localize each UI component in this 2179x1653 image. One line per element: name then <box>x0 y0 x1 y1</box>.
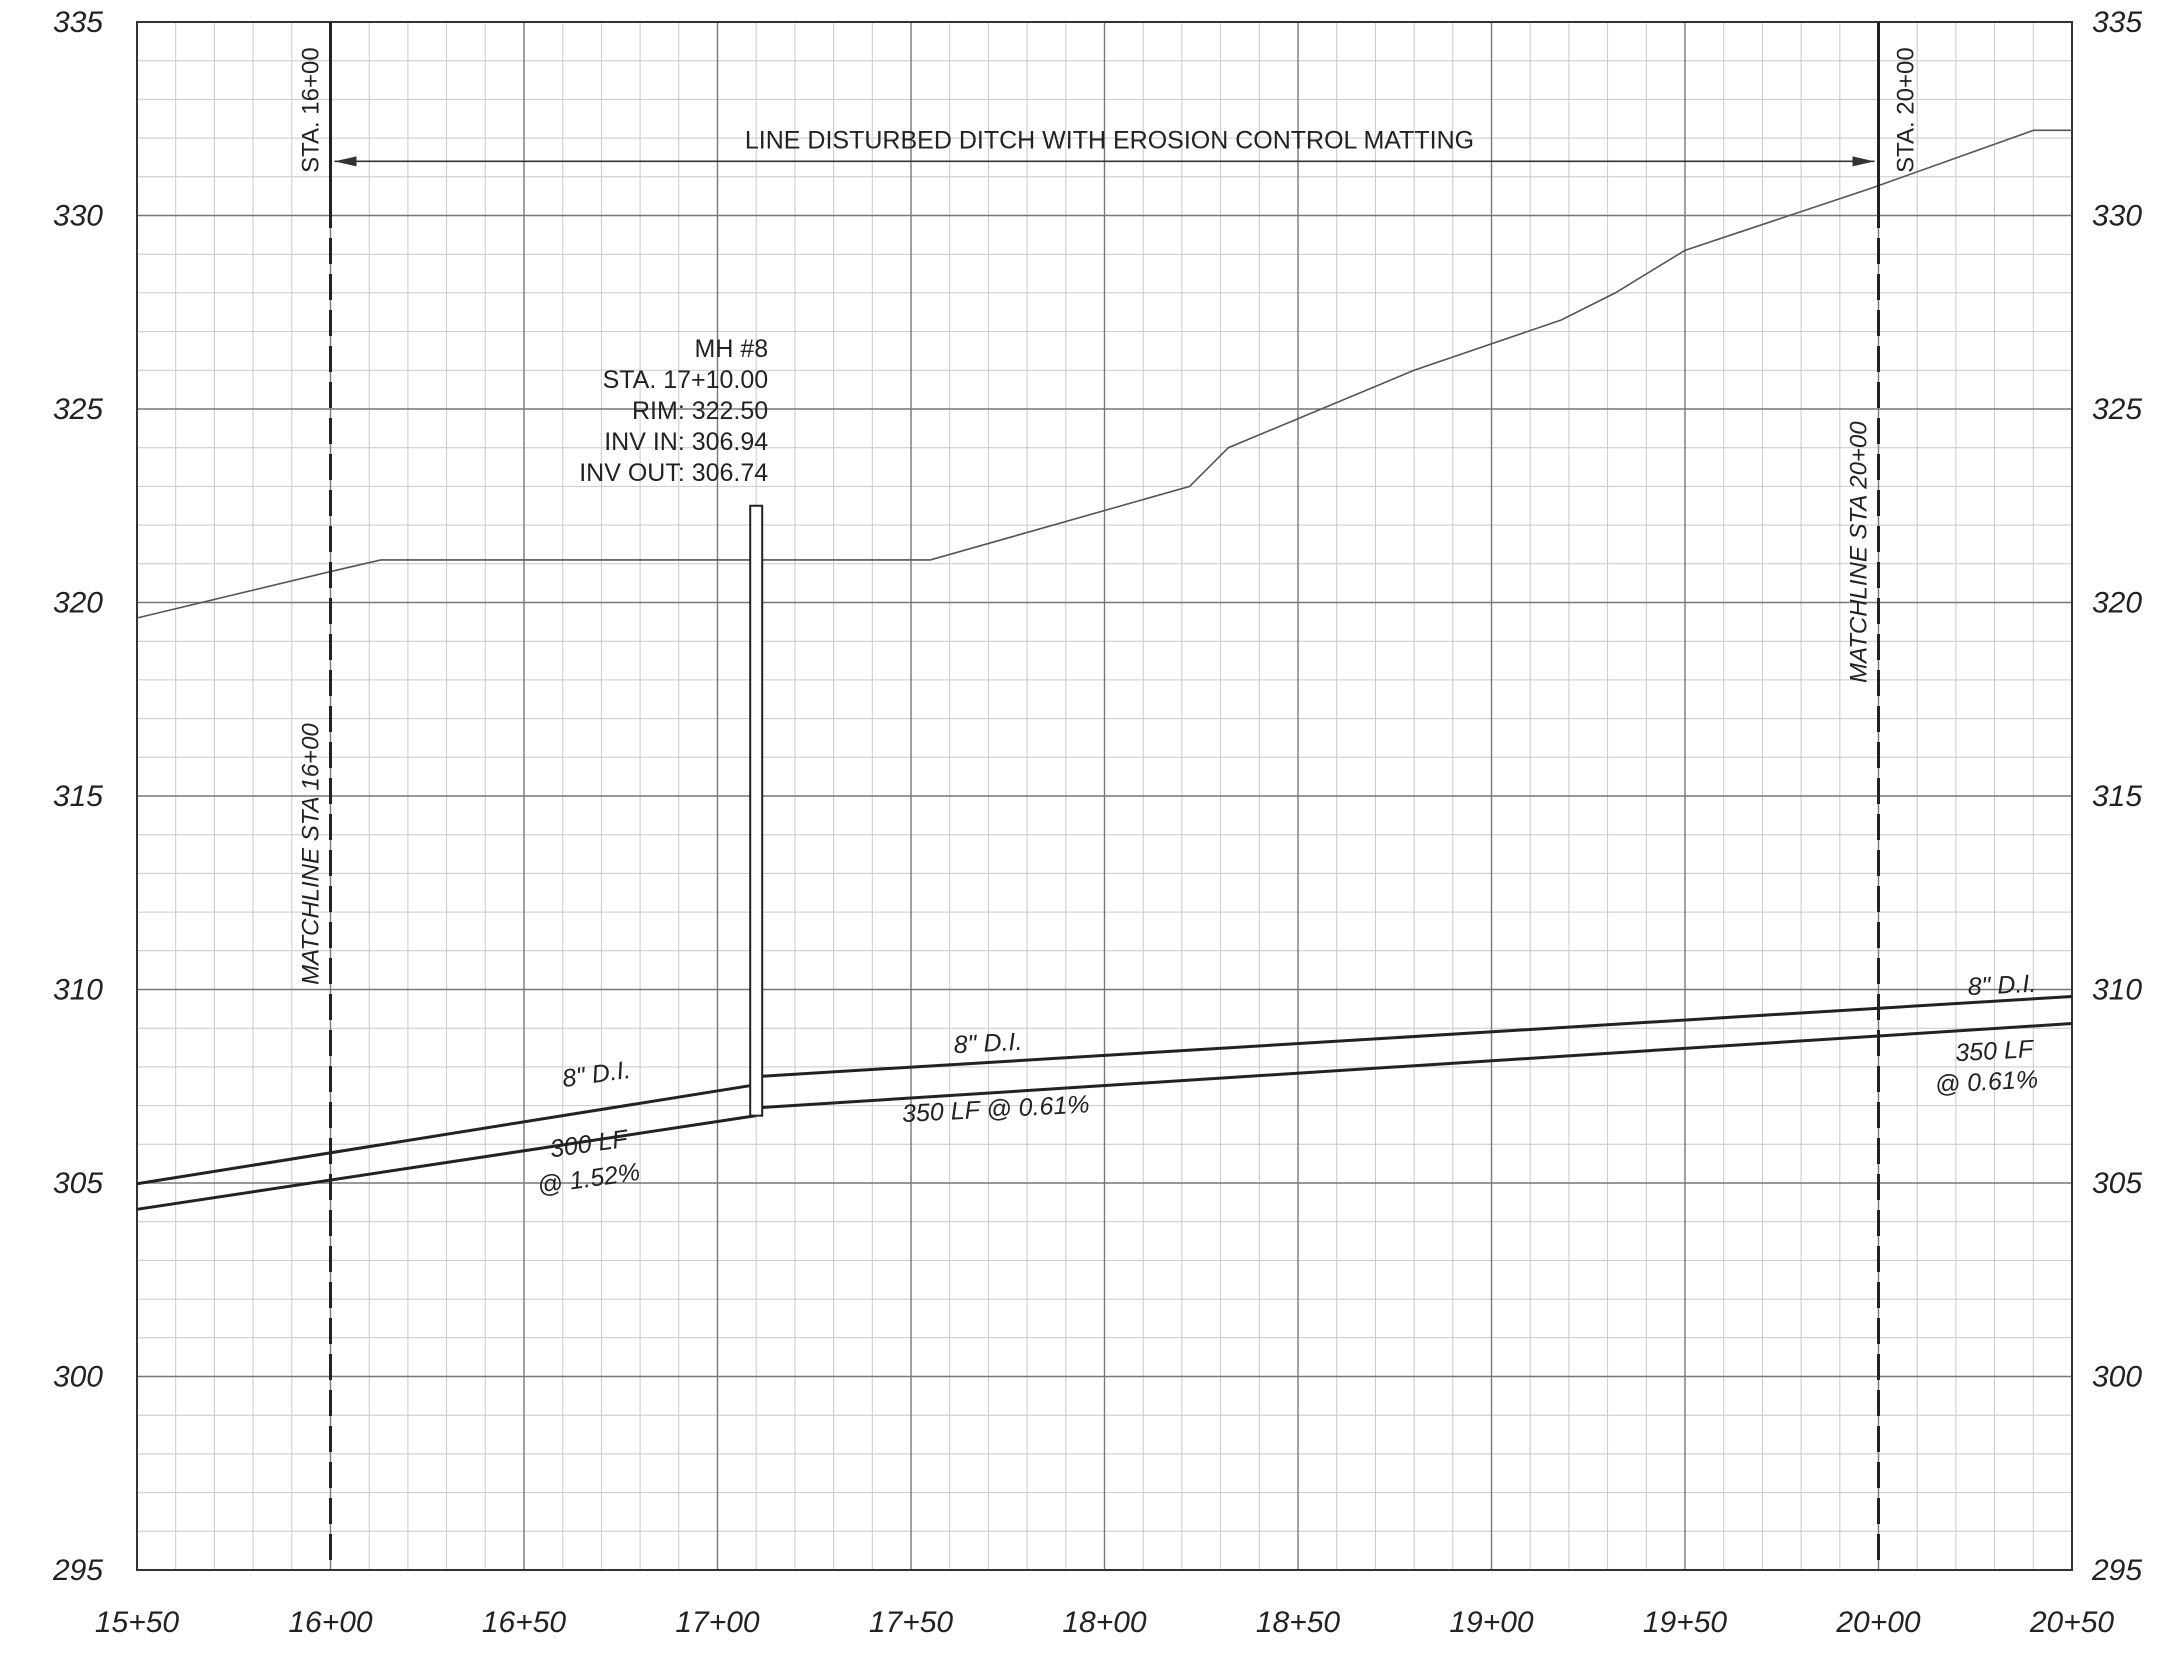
elevation-label: 330 <box>2092 200 2142 233</box>
existing-ground-profile <box>136 129 2072 619</box>
downstream-pipe-invert <box>756 1022 2073 1110</box>
matchline-top-station-label: STA. 20+00 <box>1893 47 1920 173</box>
elevation-label: 310 <box>2092 974 2142 1007</box>
matchline-rotated-label: MATCHLINE STA 20+00 <box>1846 421 1873 683</box>
downstream-pipe-slope-label-right: @ 0.61% <box>1934 1065 2039 1098</box>
elevation-label: 335 <box>53 6 103 39</box>
manhole-rim: RIM: 322.50 <box>632 397 768 425</box>
station-label: 18+50 <box>1256 1606 1341 1639</box>
plot-frame <box>136 21 2073 1571</box>
manhole-mh8 <box>749 504 764 1117</box>
manhole-station: STA. 17+10.00 <box>603 366 769 394</box>
arrowhead-right-icon <box>1852 156 1875 167</box>
ditch-note-text: LINE DISTURBED DITCH WITH EROSION CONTRO… <box>745 126 1474 154</box>
station-label: 19+50 <box>1643 1606 1728 1639</box>
station-label: 17+00 <box>675 1606 760 1639</box>
elevation-label: 330 <box>53 200 103 233</box>
manhole-callout: MH #8 STA. 17+10.00 RIM: 322.50 INV IN: … <box>579 335 768 487</box>
upstream-pipe-slope-label: @ 1.52% <box>536 1158 642 1200</box>
arrowhead-left-icon <box>334 156 357 167</box>
station-label: 16+50 <box>482 1606 567 1639</box>
manhole-invert-out: INV OUT: 306.74 <box>579 459 768 487</box>
elevation-label: 315 <box>53 780 103 813</box>
sewer-pipes <box>136 994 2073 1211</box>
upstream-pipe-length-label: 300 LF <box>548 1125 631 1164</box>
manhole-name: MH #8 <box>695 335 769 363</box>
elevation-label: 300 <box>53 1361 103 1394</box>
upstream-pipe-invert <box>136 1114 757 1211</box>
station-label: 19+00 <box>1449 1606 1534 1639</box>
downstream-pipe-length-label-right: 350 LF <box>1955 1035 2036 1067</box>
elevation-label: 320 <box>53 587 103 620</box>
elevation-label: 295 <box>2091 1554 2142 1587</box>
elevation-label: 325 <box>53 393 103 426</box>
elevation-labels-left: 295 300 305 310 315 320 325 330 335 <box>52 6 103 1587</box>
elevation-label: 320 <box>2092 587 2142 620</box>
elevation-label: 315 <box>2092 780 2142 813</box>
elevation-label: 325 <box>2092 393 2142 426</box>
elevation-label: 305 <box>53 1167 103 1200</box>
elevation-label: 310 <box>53 974 103 1007</box>
elevation-label: 335 <box>2092 6 2142 39</box>
station-label: 17+50 <box>869 1606 954 1639</box>
elevation-label: 295 <box>52 1554 103 1587</box>
upstream-pipe-size-label: 8" D.I. <box>560 1056 632 1093</box>
station-label: 18+00 <box>1062 1606 1147 1639</box>
downstream-pipe-size-label: 8" D.I. <box>953 1028 1023 1060</box>
downstream-pipe-size-label-right: 8" D.I. <box>1967 970 2037 1002</box>
matchline-top-station-label: STA. 16+00 <box>298 47 325 173</box>
station-label: 20+50 <box>2029 1606 2115 1639</box>
matchlines: STA. 16+00 MATCHLINE STA 16+00 STA. 20+00 M… <box>298 22 1920 1570</box>
matchline-rotated-label: MATCHLINE STA 16+00 <box>298 723 325 985</box>
manhole-invert-in: INV IN: 306.94 <box>604 428 768 456</box>
station-labels: 15+50 16+00 16+50 17+00 17+50 18+00 18+50 19+00… <box>95 1606 2115 1639</box>
upstream-pipe-crown <box>136 1083 757 1186</box>
elevation-label: 300 <box>2092 1361 2142 1394</box>
pipe-labels: 8" D.I. 300 LF @ 1.52% 8" D.I. 350 LF @ … <box>536 970 2039 1200</box>
station-label: 16+00 <box>288 1606 373 1639</box>
station-label: 15+50 <box>95 1606 180 1639</box>
ditch-note: LINE DISTURBED DITCH WITH EROSION CONTRO… <box>334 126 1875 167</box>
elevation-labels-right: 295 300 305 310 315 320 325 330 335 <box>2091 6 2142 1587</box>
downstream-pipe-crown <box>756 994 2073 1079</box>
station-label: 20+00 <box>1835 1606 1921 1639</box>
elevation-label: 305 <box>2092 1167 2142 1200</box>
